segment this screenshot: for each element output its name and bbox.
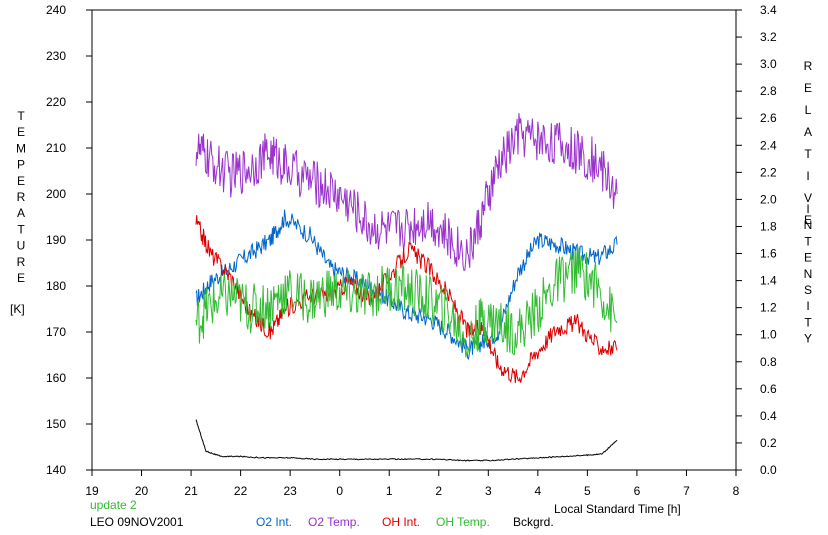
right-tick-label: 2.2	[760, 165, 777, 179]
right-tick-label: 2.8	[760, 84, 777, 98]
right-tick-label: 0.4	[760, 409, 777, 423]
right-axis-label-letter: L	[805, 103, 812, 117]
right-axis-label-letter: T	[804, 147, 812, 161]
left-axis-label-letter: P	[17, 158, 25, 172]
right-tick-label: 1.2	[760, 301, 777, 315]
x-tick-label: 2	[435, 484, 442, 498]
left-axis-label-letter: M	[16, 141, 26, 155]
right-axis-label-letter: E	[804, 251, 812, 265]
right-tick-label: 2.6	[760, 111, 777, 125]
x-axis-label: Local Standard Time [h]	[554, 502, 681, 516]
left-tick-label: 180	[46, 279, 66, 293]
left-tick-label: 230	[46, 49, 66, 63]
station-annotation: LEO 09NOV2001	[90, 515, 184, 529]
right-axis-label-letter: T	[804, 234, 812, 248]
right-tick-label: 0.8	[760, 355, 777, 369]
right-tick-label: 3.2	[760, 30, 777, 44]
left-axis-label-letter: T	[17, 222, 25, 236]
x-tick-label: 4	[535, 484, 542, 498]
x-tick-label: 23	[283, 484, 297, 498]
legend-item: O2 Int.	[256, 515, 292, 529]
left-axis-label-letter: E	[17, 174, 25, 188]
left-axis-label-letter: R	[17, 190, 26, 204]
x-tick-label: 1	[386, 484, 393, 498]
left-axis-label-letter: E	[17, 125, 25, 139]
right-axis-label-letter: R	[804, 59, 813, 73]
left-tick-label: 170	[46, 325, 66, 339]
series-line	[195, 209, 618, 361]
series-line	[195, 113, 618, 272]
right-tick-label: 2.0	[760, 192, 777, 206]
x-tick-label: 19	[85, 484, 99, 498]
right-tick-label: 3.4	[760, 3, 777, 17]
right-axis-label-letter: T	[804, 315, 812, 329]
right-axis-label-letter: S	[804, 283, 812, 297]
x-tick-label: 21	[184, 484, 198, 498]
right-tick-label: 1.4	[760, 274, 777, 288]
right-axis-label-letter: E	[804, 213, 812, 227]
legend-item: O2 Temp.	[308, 515, 360, 529]
left-tick-label: 200	[46, 187, 66, 201]
left-axis-unit: [K]	[10, 302, 25, 316]
right-axis-label-letter: E	[804, 81, 812, 95]
right-axis-label-letter: I	[806, 169, 809, 183]
right-tick-label: 2.4	[760, 138, 777, 152]
left-tick-label: 140	[46, 463, 66, 477]
right-tick-label: 1.6	[760, 247, 777, 261]
right-axis: 0.0 0.2 0.4 0.6 0.8 1.0 1.2 1.4 1.6 1.8 2.0 2.2 2.4 2…	[736, 3, 777, 477]
right-axis-label-letter: I	[806, 299, 809, 313]
right-tick-label: 0.0	[760, 463, 777, 477]
update-annotation: update 2	[90, 498, 137, 512]
x-tick-label: 22	[234, 484, 248, 498]
legend-item: OH Int.	[382, 515, 420, 529]
left-axis-label-letter: A	[17, 206, 25, 220]
right-tick-label: 0.2	[760, 436, 777, 450]
series-line	[195, 243, 618, 358]
x-tick-label: 7	[683, 484, 690, 498]
left-axis-label-letter: R	[17, 255, 26, 269]
legend-item: Bckgrd.	[513, 515, 554, 529]
right-tick-label: 0.6	[760, 382, 777, 396]
series-line	[195, 419, 618, 462]
left-tick-label: 150	[46, 417, 66, 431]
right-tick-label: 3.0	[760, 57, 777, 71]
x-tick-label: 8	[733, 484, 740, 498]
legend-item: OH Temp.	[436, 515, 490, 529]
right-axis-label-letter: A	[804, 125, 812, 139]
x-axis: 19 20 21 22 23 0 1 2 3 4 5 6 7 8	[85, 470, 740, 498]
right-axis-label-letter: V	[804, 191, 812, 205]
left-tick-label: 220	[46, 95, 66, 109]
right-axis-label-letter: N	[804, 267, 813, 281]
right-axis-label-letter: N	[804, 218, 813, 232]
left-tick-label: 190	[46, 233, 66, 247]
left-tick-label: 240	[46, 3, 66, 17]
left-tick-label: 210	[46, 141, 66, 155]
right-axis-label-letter: I	[806, 202, 809, 216]
left-axis-label-letter: U	[17, 239, 26, 253]
x-tick-label: 20	[135, 484, 149, 498]
left-tick-label: 160	[46, 371, 66, 385]
x-tick-label: 6	[634, 484, 641, 498]
series-group	[195, 113, 618, 462]
series-line	[195, 215, 618, 384]
right-tick-label: 1.8	[760, 219, 777, 233]
x-tick-label: 5	[584, 484, 591, 498]
x-tick-label: 0	[336, 484, 343, 498]
left-axis-label-letter: T	[17, 109, 25, 123]
left-axis: 140 150 160 170 180 190 200 210 220 230 240	[46, 3, 92, 477]
right-tick-label: 1.0	[760, 328, 777, 342]
right-axis-label-letter: Y	[804, 332, 812, 346]
legend: O2 Int. O2 Temp. OH Int. OH Temp. Bckgrd.	[256, 515, 554, 529]
x-tick-label: 3	[485, 484, 492, 498]
left-axis-label-letter: E	[17, 271, 25, 285]
